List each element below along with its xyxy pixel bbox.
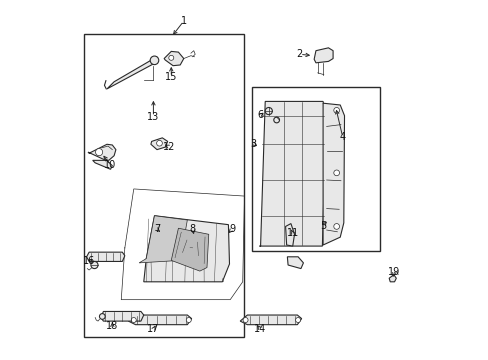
Circle shape [333,224,339,229]
Circle shape [295,318,300,323]
Text: 9: 9 [228,224,235,234]
Circle shape [333,170,339,176]
Polygon shape [240,315,301,325]
Text: 15: 15 [165,72,177,82]
Polygon shape [287,257,303,269]
Circle shape [91,261,98,269]
Text: 18: 18 [106,321,118,331]
Text: 4: 4 [339,132,345,142]
Polygon shape [143,216,229,282]
Polygon shape [107,57,157,89]
Text: 3: 3 [250,139,256,149]
Text: 10: 10 [104,160,117,170]
Circle shape [333,108,339,113]
Bar [83,33,244,337]
Circle shape [99,314,105,319]
Polygon shape [285,224,294,246]
Text: 13: 13 [147,112,159,122]
Text: 16: 16 [83,256,95,266]
Circle shape [150,56,159,64]
Text: 7: 7 [154,224,160,234]
Polygon shape [101,311,143,321]
Text: 19: 19 [387,267,400,277]
Text: 1: 1 [181,16,186,26]
Circle shape [264,108,272,114]
Polygon shape [86,252,124,261]
Polygon shape [323,103,344,245]
Circle shape [156,140,162,146]
Circle shape [168,55,173,60]
Text: 17: 17 [147,324,159,334]
Circle shape [243,318,247,323]
Polygon shape [259,102,325,246]
Polygon shape [151,138,167,150]
Bar [251,87,380,251]
Polygon shape [171,228,208,271]
Polygon shape [388,275,395,282]
Circle shape [186,318,191,323]
Circle shape [95,149,102,156]
Text: 11: 11 [286,228,298,238]
Polygon shape [88,144,116,160]
Text: 14: 14 [254,324,266,334]
Text: 6: 6 [257,110,263,120]
Polygon shape [128,315,191,325]
Polygon shape [313,48,332,63]
Polygon shape [164,51,183,66]
Text: 8: 8 [189,224,195,234]
Text: 12: 12 [163,142,175,152]
Circle shape [273,117,279,123]
Circle shape [131,318,136,323]
Text: 5: 5 [319,221,325,231]
Polygon shape [93,160,112,169]
Text: 2: 2 [296,49,303,59]
Polygon shape [139,216,187,263]
